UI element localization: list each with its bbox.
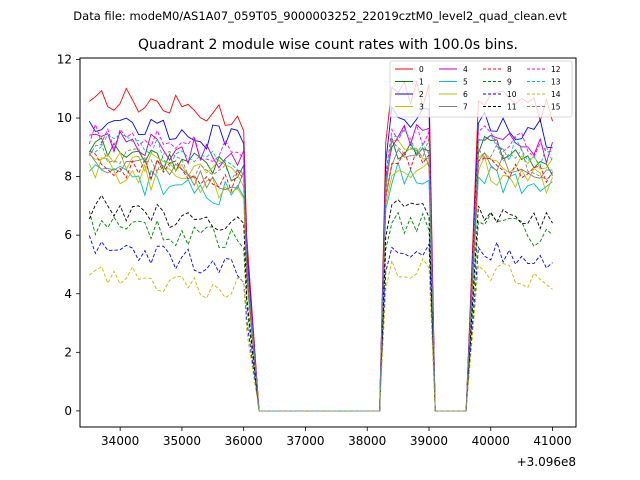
legend-label-12: 12 <box>551 65 561 74</box>
x-tick-label: 40000 <box>472 434 510 448</box>
series-layer <box>88 80 553 412</box>
series-line-9 <box>88 210 553 412</box>
y-tick-label: 0 <box>64 404 72 418</box>
legend-label-10: 10 <box>507 90 517 99</box>
series-line-8 <box>89 148 553 412</box>
legend-label-5: 5 <box>463 78 468 87</box>
series-line-6 <box>88 155 553 412</box>
legend-label-4: 4 <box>463 65 468 74</box>
y-tick-label: 8 <box>64 170 72 184</box>
x-tick-label: 38000 <box>348 434 386 448</box>
x-axis-offset-label: +3.096e8 <box>517 455 576 469</box>
y-tick-label: 12 <box>57 52 72 66</box>
x-tick-label: 36000 <box>225 434 263 448</box>
legend-label-15: 15 <box>551 103 561 112</box>
x-axis: 34000 35000 36000 37000 38000 39000 40000 41000 <box>101 427 572 448</box>
y-tick-label: 6 <box>64 228 72 242</box>
y-axis: 0 2 4 6 8 10 12 <box>57 52 80 418</box>
plot-frame <box>79 57 577 428</box>
legend-label-14: 14 <box>551 90 561 99</box>
x-tick-label: 37000 <box>286 434 324 448</box>
y-tick-label: 2 <box>64 345 72 359</box>
legend-label-7: 7 <box>463 103 468 112</box>
legend-label-8: 8 <box>507 65 512 74</box>
legend-box <box>389 60 573 118</box>
legend-label-9: 9 <box>507 78 512 87</box>
y-tick-label: 4 <box>64 287 72 301</box>
x-tick-label: 35000 <box>163 434 201 448</box>
series-line-11 <box>88 194 553 412</box>
series-line-15 <box>88 137 553 412</box>
y-tick-label: 10 <box>57 111 72 125</box>
legend-label-3: 3 <box>419 103 424 112</box>
x-tick-label: 34000 <box>101 434 139 448</box>
series-line-14 <box>89 257 553 412</box>
chart-title: Quadrant 2 module wise count rates with … <box>138 37 518 53</box>
legend-label-6: 6 <box>463 90 468 99</box>
figure-suptitle: Data file: modeM0/AS1A07_059T05_90000032… <box>73 9 567 23</box>
legend-label-2: 2 <box>419 90 424 99</box>
x-tick-label: 41000 <box>533 434 571 448</box>
legend-label-11: 11 <box>507 103 517 112</box>
legend-label-13: 13 <box>551 78 561 87</box>
legend-label-0: 0 <box>419 65 424 74</box>
legend-label-1: 1 <box>419 78 424 87</box>
x-tick-label: 39000 <box>410 434 448 448</box>
